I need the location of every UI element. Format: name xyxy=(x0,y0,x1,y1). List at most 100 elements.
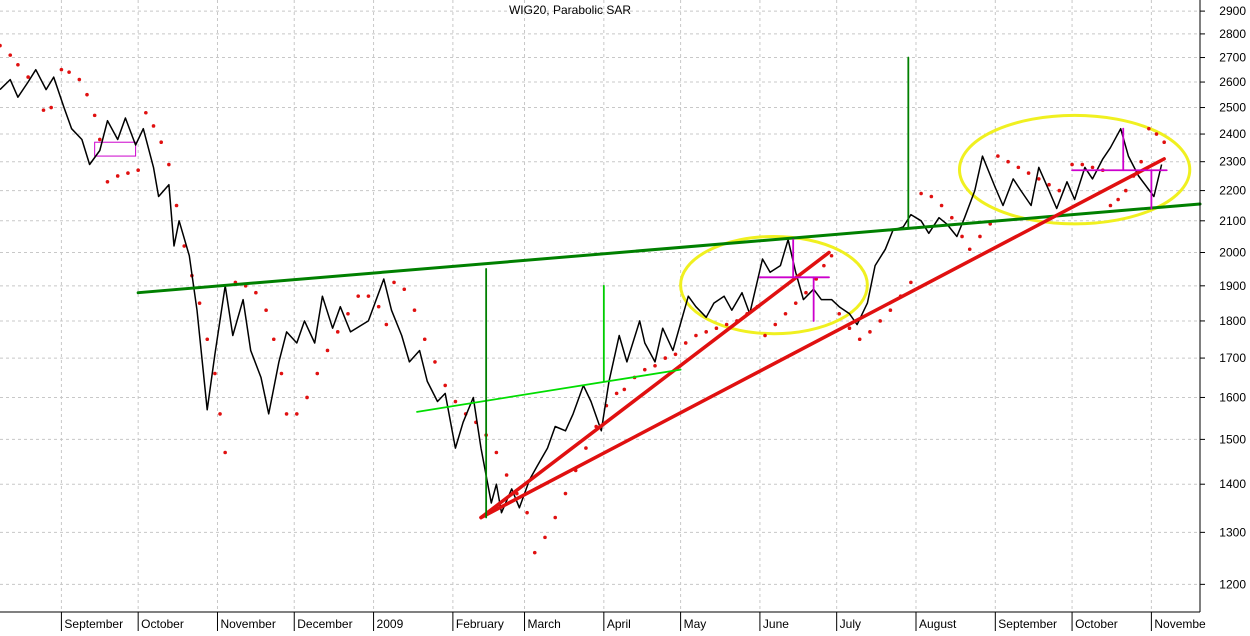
sar-dot xyxy=(919,191,923,196)
sar-dot xyxy=(857,337,862,342)
annotation-line xyxy=(416,368,682,413)
sar-dot xyxy=(453,399,458,404)
x-tick-label: February xyxy=(456,617,504,631)
sar-dot xyxy=(967,247,972,252)
sar-dot xyxy=(822,263,826,268)
sar-dot xyxy=(763,333,767,338)
x-tick-label: June xyxy=(763,617,789,631)
axes xyxy=(0,0,1201,613)
sar-dot xyxy=(167,162,171,167)
sar-dot xyxy=(773,322,778,327)
sar-dot xyxy=(642,367,647,372)
sar-dot xyxy=(837,311,842,316)
sar-dot xyxy=(159,140,163,145)
y-tick-label: 1200 xyxy=(1219,577,1246,591)
sar-dot xyxy=(1162,140,1166,145)
sar-dot xyxy=(724,322,729,327)
y-tick-label: 2300 xyxy=(1219,155,1246,169)
sar-dot xyxy=(653,363,657,368)
annotation-overlays xyxy=(94,113,1192,336)
sar-dot xyxy=(8,53,13,57)
sar-dot xyxy=(1123,188,1128,193)
sar-dot xyxy=(115,174,120,178)
sar-dot xyxy=(804,290,808,295)
sar-dot xyxy=(829,253,834,258)
sar-dot xyxy=(1108,203,1113,208)
sar-dot xyxy=(97,137,102,142)
y-tick-label: 2400 xyxy=(1219,127,1246,141)
y-tick-label: 2800 xyxy=(1219,27,1246,41)
sar-dot xyxy=(694,333,698,338)
y-tick-label: 2200 xyxy=(1219,184,1246,198)
sar-dot xyxy=(92,113,97,118)
sar-dot xyxy=(1139,159,1143,164)
sar-dot xyxy=(1037,177,1041,181)
sar-dot xyxy=(213,371,217,376)
x-tick-label: November xyxy=(220,617,275,631)
x-tick-label: September xyxy=(64,617,123,631)
sar-dot xyxy=(422,337,427,342)
sar-dot xyxy=(223,450,227,455)
sar-dot xyxy=(205,337,210,342)
sar-dot xyxy=(315,371,320,376)
y-tick-label: 2000 xyxy=(1219,245,1246,259)
y-tick-label: 2100 xyxy=(1219,214,1246,228)
sar-dot xyxy=(978,234,982,239)
sar-dot xyxy=(49,105,53,110)
sar-dot xyxy=(151,124,156,128)
sar-dot xyxy=(563,491,568,496)
sar-dot xyxy=(59,67,64,72)
trend-line xyxy=(479,250,831,520)
x-tick-label: May xyxy=(684,617,707,631)
sar-dot xyxy=(279,371,284,376)
sar-dot xyxy=(0,43,2,48)
sar-dot xyxy=(41,108,46,112)
y-tick-label: 2500 xyxy=(1219,101,1246,115)
sar-dot xyxy=(376,304,381,309)
sar-dot xyxy=(182,244,187,248)
y-tick-label: 1400 xyxy=(1219,477,1246,491)
trend-lines xyxy=(136,56,1202,520)
sar-dot xyxy=(584,446,588,450)
sar-dot xyxy=(77,77,82,82)
sar-dot xyxy=(793,301,798,305)
sar-dot xyxy=(366,294,371,298)
sar-dot xyxy=(346,311,350,316)
sar-dot xyxy=(1070,162,1074,167)
sar-dot xyxy=(1026,171,1031,175)
sar-dot xyxy=(929,194,934,199)
sar-dot xyxy=(622,387,627,392)
sar-dot xyxy=(1090,165,1095,170)
sar-dot xyxy=(174,203,179,208)
x-tick-label: 2009 xyxy=(377,617,404,631)
x-tick-label: July xyxy=(840,617,861,631)
sar-dot xyxy=(392,280,396,285)
sar-dot xyxy=(704,330,708,334)
sar-dot xyxy=(553,515,558,520)
sar-dot xyxy=(325,348,330,353)
y-tick-label: 1900 xyxy=(1219,279,1246,293)
sar-dot xyxy=(888,308,893,313)
y-tick-labels: 1200 1300 1400 1500 1600 1700 1800 1900 2000 2100… xyxy=(1200,4,1246,591)
highlight-rect xyxy=(94,141,137,157)
sar-dot xyxy=(254,290,258,295)
y-tick-label: 2900 xyxy=(1219,4,1246,18)
sar-dot xyxy=(443,383,448,388)
y-tick-label: 2700 xyxy=(1219,51,1246,65)
sar-dot xyxy=(1006,159,1010,164)
sar-dot xyxy=(105,179,110,184)
sar-dot xyxy=(868,330,872,334)
x-tick-label: September xyxy=(998,617,1057,631)
trend-line xyxy=(136,202,1202,295)
sar-dot xyxy=(1147,126,1151,131)
sar-dot xyxy=(271,337,276,342)
y-tick-label: 1300 xyxy=(1219,525,1246,539)
y-tick-label: 2600 xyxy=(1219,75,1246,89)
x-tick-label: December xyxy=(297,617,352,631)
sar-dot xyxy=(1116,197,1120,202)
x-tick-label: Novembe xyxy=(1154,617,1206,631)
sar-dot xyxy=(1080,162,1085,167)
sar-dot xyxy=(384,322,389,327)
